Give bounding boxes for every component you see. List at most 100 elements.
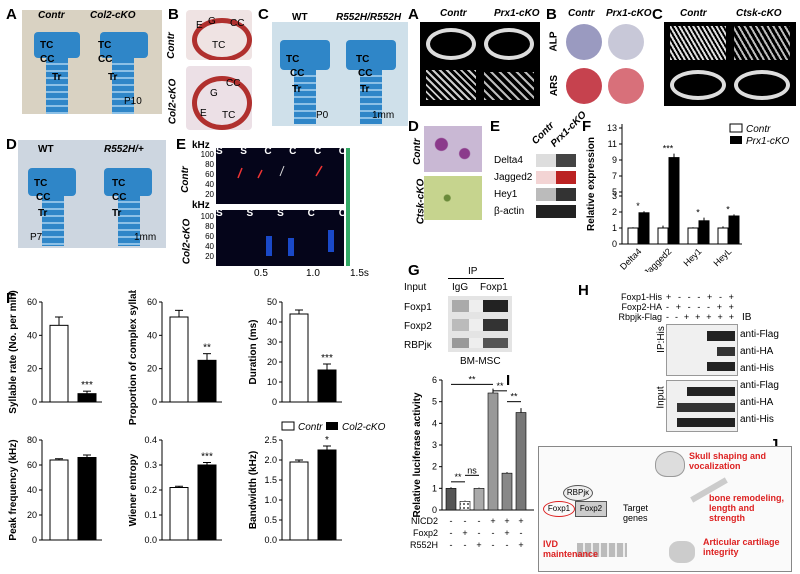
y-tick-label: 2.0: [264, 455, 277, 465]
y-tick-label: 40: [147, 330, 157, 340]
legend-contr: Contr: [298, 422, 323, 433]
g2-blot: [448, 296, 512, 352]
e-mark: S: [246, 208, 254, 219]
h2-blot-label: anti-Flag: [740, 380, 779, 391]
y-axis-label: Peak frequency (kHz): [8, 439, 19, 540]
age-a: P10: [124, 96, 142, 107]
label-d2-contr: Contr: [411, 138, 423, 165]
legend-cko: Prx1-cKO: [746, 136, 790, 147]
h2-sign-row: + - - - + - +: [666, 292, 734, 302]
panel-label-j2: J: [770, 436, 779, 453]
label-b2-contr: Contr: [568, 8, 595, 19]
panel-label-b: B: [168, 6, 179, 23]
y-tick-label: 60: [27, 460, 37, 470]
significance: *: [726, 204, 730, 214]
knee-icon: [669, 541, 695, 563]
tag-b-g1: G: [208, 16, 216, 27]
label-a-contr: Contr: [38, 10, 65, 21]
tag-b-tc1: TC: [212, 40, 226, 51]
bar: [487, 392, 499, 511]
label-b2-cko: Prx1-cKO: [606, 8, 652, 19]
tag-c-tc2: TC: [356, 54, 370, 65]
bar: [638, 212, 650, 245]
bar: [197, 359, 217, 403]
label-b-cko: Col2-cKO: [167, 78, 179, 125]
row-sign: +: [518, 540, 523, 550]
legend-cko: Col2-cKO: [342, 422, 386, 433]
bar: [473, 488, 485, 511]
microct-a2: [420, 22, 540, 106]
outcome-cartilage: Articular cartilage integrity: [703, 537, 780, 557]
e2-blot-jagged2: [536, 171, 576, 184]
y-axis-label: Syllable rate (No. per min): [8, 290, 19, 413]
h2-sign: -: [697, 302, 701, 312]
e2-blot-actin: [536, 205, 576, 218]
g2-col-igg: IgG: [452, 282, 469, 293]
h2-sign: +: [728, 302, 734, 312]
significance: ***: [663, 144, 674, 154]
y-tick-label: 1: [612, 223, 617, 233]
legend-swatch-cko: [730, 136, 742, 144]
tag-b-cc1: CC: [230, 18, 245, 29]
tag-a-cc2: CC: [98, 54, 113, 65]
y-tick-label: 10: [267, 377, 277, 387]
tag-c-cc2: CC: [358, 68, 373, 79]
bar: [687, 227, 699, 245]
row-label: R552H: [410, 540, 438, 550]
label-c2-cko: Ctsk-cKO: [736, 8, 782, 19]
unit-e2: kHz: [192, 200, 210, 211]
panel-label-e: E: [176, 136, 187, 153]
bar: [445, 488, 457, 511]
significance: *: [325, 435, 329, 446]
skeleton-photo-c: [272, 22, 408, 126]
sig-label: **: [510, 392, 518, 402]
panel-label-d2: D: [408, 118, 419, 135]
label-e-contr: Contr: [179, 166, 191, 193]
y-axis-label: Wiener entropy: [128, 453, 139, 526]
y-tick-label: 80: [27, 435, 37, 445]
row-sign: -: [478, 516, 481, 526]
bar: [169, 316, 189, 403]
bar: [169, 487, 189, 541]
row-sign: +: [504, 516, 509, 526]
bar: [77, 393, 97, 403]
bar: [717, 227, 729, 245]
x-tick-label: HeyL: [711, 246, 733, 268]
tag-d-cc2: CC: [112, 192, 127, 203]
h2-sign: -: [666, 302, 669, 312]
label-b2-ars: ARS: [549, 74, 561, 97]
skeleton-photo-d: [18, 140, 166, 248]
h2-input-label: Input: [655, 386, 667, 409]
label-c2-contr: Contr: [680, 8, 707, 19]
e-mark: C: [307, 208, 315, 219]
e-ytick: 60: [205, 232, 214, 241]
y-axis-label: Relative expression: [586, 137, 597, 231]
y-tick-label: 0.3: [144, 460, 157, 470]
h2-sign: +: [695, 312, 701, 322]
y-tick-label: 11: [608, 139, 617, 149]
e2-row-label: Jagged2: [494, 172, 533, 183]
y-tick-label: 2: [432, 462, 437, 472]
h2-sign: -: [697, 292, 701, 302]
h2-row-label: Foxp2-HA: [621, 302, 662, 312]
legend-swatch-cko: [326, 422, 338, 430]
foxp2-box: Foxp2: [575, 501, 607, 517]
bar: [317, 449, 337, 541]
tag-d-cc1: CC: [36, 192, 51, 203]
bar: [515, 412, 527, 511]
spectrogram-cko: [216, 210, 344, 266]
target-genes: Target genes: [623, 503, 649, 523]
e2-blot-delta4: [536, 154, 576, 167]
e-ytick: 20: [205, 190, 214, 199]
significance: *: [696, 208, 700, 218]
panel-label-f: F: [6, 290, 16, 307]
g2-row-labels: Foxp1 Foxp2 RBPjκ: [404, 298, 432, 355]
label-c-mut: R552H/R552H: [336, 12, 402, 23]
e-mark: S: [240, 146, 247, 157]
e2-row-label: Delta4: [494, 155, 523, 166]
y-tick-label: 2: [612, 207, 617, 217]
bar: [501, 472, 513, 511]
e-xtick: 1.5s: [350, 268, 369, 279]
legend-swatch-contr: [281, 421, 295, 431]
y-tick-label: 40: [27, 330, 37, 340]
